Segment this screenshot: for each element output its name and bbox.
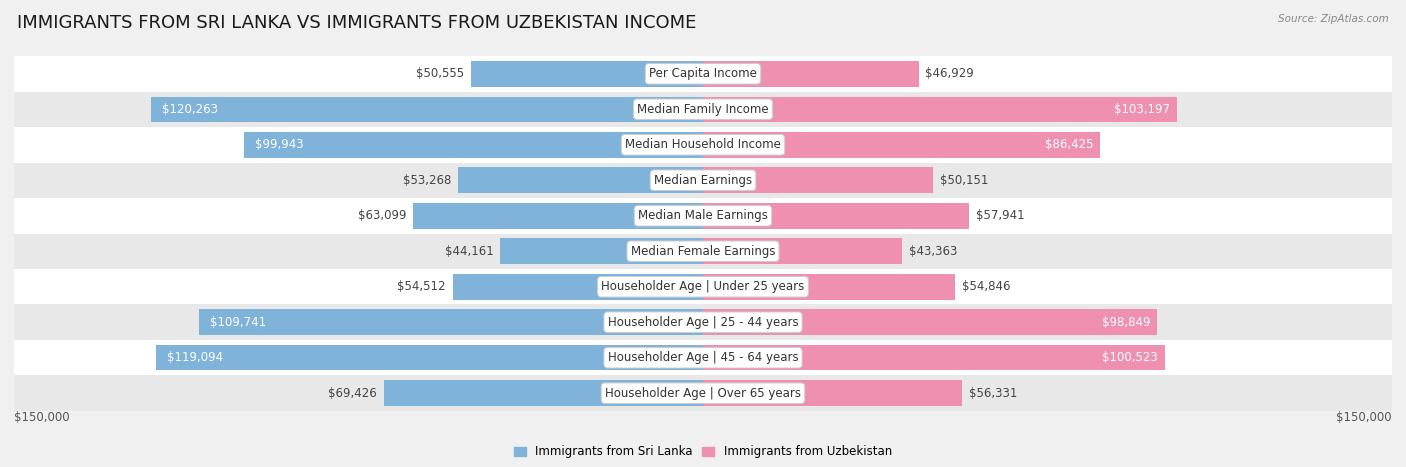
Text: $54,846: $54,846	[962, 280, 1011, 293]
Bar	[14, 127, 1392, 163]
Text: $109,741: $109,741	[211, 316, 267, 329]
Text: $57,941: $57,941	[976, 209, 1025, 222]
Text: $150,000: $150,000	[14, 411, 70, 424]
Bar	[703, 61, 918, 86]
Text: $63,099: $63,099	[357, 209, 406, 222]
Bar	[245, 132, 703, 157]
Bar	[14, 198, 1392, 234]
Text: $86,425: $86,425	[1045, 138, 1092, 151]
Text: Householder Age | Over 65 years: Householder Age | Over 65 years	[605, 387, 801, 400]
Text: $44,161: $44,161	[444, 245, 494, 258]
Bar	[14, 375, 1392, 411]
Bar	[703, 310, 1157, 335]
Text: $150,000: $150,000	[1336, 411, 1392, 424]
Text: Source: ZipAtlas.com: Source: ZipAtlas.com	[1278, 14, 1389, 24]
Text: IMMIGRANTS FROM SRI LANKA VS IMMIGRANTS FROM UZBEKISTAN INCOME: IMMIGRANTS FROM SRI LANKA VS IMMIGRANTS …	[17, 14, 696, 32]
Text: Median Female Earnings: Median Female Earnings	[631, 245, 775, 258]
Text: Median Family Income: Median Family Income	[637, 103, 769, 116]
Bar	[703, 345, 1164, 370]
Bar	[156, 345, 703, 370]
Text: Householder Age | Under 25 years: Householder Age | Under 25 years	[602, 280, 804, 293]
Text: $119,094: $119,094	[167, 351, 224, 364]
Text: Median Male Earnings: Median Male Earnings	[638, 209, 768, 222]
Text: $56,331: $56,331	[969, 387, 1017, 400]
Text: Per Capita Income: Per Capita Income	[650, 67, 756, 80]
Bar	[14, 56, 1392, 92]
Text: Median Earnings: Median Earnings	[654, 174, 752, 187]
Text: $54,512: $54,512	[398, 280, 446, 293]
Bar	[200, 310, 703, 335]
Bar	[14, 92, 1392, 127]
Bar	[703, 381, 962, 406]
Bar	[413, 203, 703, 228]
Bar	[703, 274, 955, 299]
Text: $98,849: $98,849	[1102, 316, 1150, 329]
Bar	[703, 168, 934, 193]
Bar	[703, 132, 1099, 157]
Text: Householder Age | 45 - 64 years: Householder Age | 45 - 64 years	[607, 351, 799, 364]
Text: $100,523: $100,523	[1102, 351, 1157, 364]
Bar	[703, 203, 969, 228]
Bar	[703, 239, 903, 264]
Bar	[458, 168, 703, 193]
Bar	[703, 97, 1177, 122]
Bar	[471, 61, 703, 86]
Legend: Immigrants from Sri Lanka, Immigrants from Uzbekistan: Immigrants from Sri Lanka, Immigrants fr…	[515, 446, 891, 458]
Text: $46,929: $46,929	[925, 67, 974, 80]
Bar	[14, 269, 1392, 304]
Text: Median Household Income: Median Household Income	[626, 138, 780, 151]
Text: $53,268: $53,268	[404, 174, 451, 187]
Text: $69,426: $69,426	[329, 387, 377, 400]
Bar	[14, 234, 1392, 269]
Bar	[14, 163, 1392, 198]
Text: $43,363: $43,363	[910, 245, 957, 258]
Text: Householder Age | 25 - 44 years: Householder Age | 25 - 44 years	[607, 316, 799, 329]
Bar	[501, 239, 703, 264]
Text: $99,943: $99,943	[256, 138, 304, 151]
Bar	[14, 304, 1392, 340]
Bar	[14, 340, 1392, 375]
Bar	[453, 274, 703, 299]
Text: $120,263: $120,263	[162, 103, 218, 116]
Bar	[150, 97, 703, 122]
Bar	[384, 381, 703, 406]
Text: $50,151: $50,151	[941, 174, 988, 187]
Text: $103,197: $103,197	[1114, 103, 1170, 116]
Text: $50,555: $50,555	[416, 67, 464, 80]
